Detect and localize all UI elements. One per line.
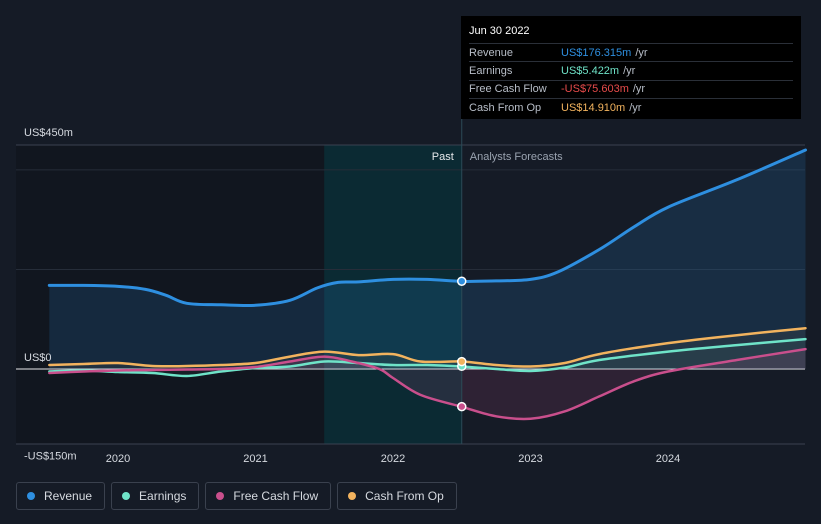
x-tick-label: 2024: [656, 453, 680, 465]
tooltip-unit: /yr: [629, 101, 642, 114]
past-label: Past: [432, 151, 454, 163]
past-background: [16, 145, 325, 444]
tooltip-label: Earnings: [469, 64, 513, 77]
tooltip-row-earnings: Earnings US$5.422m /yr: [469, 61, 793, 79]
legend-label: Revenue: [44, 489, 93, 503]
chart-canvas: US$450m US$0 -US$150m 2020 2021 2022 2023 2024 P…: [16, 16, 807, 465]
x-tick-label: 2022: [381, 453, 405, 465]
tooltip-value: -US$75.603m: [561, 83, 629, 96]
highlight-point-cash-from-op: [457, 356, 467, 367]
tooltip-date: Jun 30 2022: [469, 25, 530, 37]
past-highlight-band: [324, 145, 462, 444]
forecast-label: Analysts Forecasts: [470, 151, 563, 163]
tooltip-label: Revenue: [469, 46, 514, 59]
tooltip-label: Cash From Op: [469, 101, 542, 114]
highlight-points: [457, 276, 467, 412]
x-tick-label: 2020: [106, 453, 130, 465]
series-line-cash-from-op: [48, 326, 807, 368]
legend-dot-icon: [216, 492, 225, 500]
y-tick-label: US$450m: [24, 127, 73, 139]
legend-item-revenue[interactable]: Revenue: [16, 482, 106, 510]
series-area-free-cash-flow: [49, 349, 806, 420]
tooltip-value: US$5.422m: [561, 64, 620, 77]
tooltip-label: Free Cash Flow: [469, 83, 547, 96]
legend-label: Cash From Op: [365, 489, 444, 503]
tooltip-value: US$176.315m: [561, 46, 632, 59]
legend-label: Earnings: [139, 489, 187, 503]
x-tick-label: 2021: [243, 453, 267, 465]
y-tick-label: US$0: [24, 352, 52, 364]
legend-item-cash-from-op[interactable]: Cash From Op: [337, 482, 457, 510]
tooltip-row-cash-from-op: Cash From Op US$14.910m /yr: [469, 97, 793, 116]
legend-dot-icon: [122, 492, 131, 500]
tooltip-unit: /yr: [635, 46, 648, 59]
tooltip-row-revenue: Revenue US$176.315m /yr: [469, 43, 793, 61]
series-line-free-cash-flow: [48, 347, 807, 421]
tooltip-unit: /yr: [623, 64, 636, 77]
legend-dot-icon: [27, 492, 35, 500]
series-line-revenue: [47, 148, 807, 308]
series-area-revenue: [49, 150, 806, 369]
tooltip-value: US$14.910m: [561, 101, 626, 114]
highlight-point-free-cash-flow: [457, 401, 467, 412]
x-tick-label: 2023: [518, 453, 542, 465]
tooltip: Jun 30 2022 Revenue US$176.315m /yr Earn…: [461, 16, 801, 119]
y-tick-label: -US$150m: [24, 451, 77, 463]
series-area-earnings: [49, 339, 806, 377]
legend: Revenue Earnings Free Cash Flow Cash Fro…: [16, 482, 457, 510]
series-line-earnings: [48, 337, 807, 378]
legend-item-earnings[interactable]: Earnings: [111, 482, 200, 510]
highlight-point-revenue: [457, 276, 467, 286]
legend-item-free-cash-flow[interactable]: Free Cash Flow: [205, 482, 332, 510]
tooltip-row-free-cash-flow: Free Cash Flow -US$75.603m /yr: [469, 79, 793, 98]
series-lines: [47, 148, 807, 421]
tooltip-unit: /yr: [632, 83, 646, 96]
legend-dot-icon: [348, 492, 357, 500]
legend-label: Free Cash Flow: [233, 489, 319, 503]
axis-labels: US$450m US$0 -US$150m 2020 2021 2022 2023 2024 P…: [24, 127, 680, 465]
